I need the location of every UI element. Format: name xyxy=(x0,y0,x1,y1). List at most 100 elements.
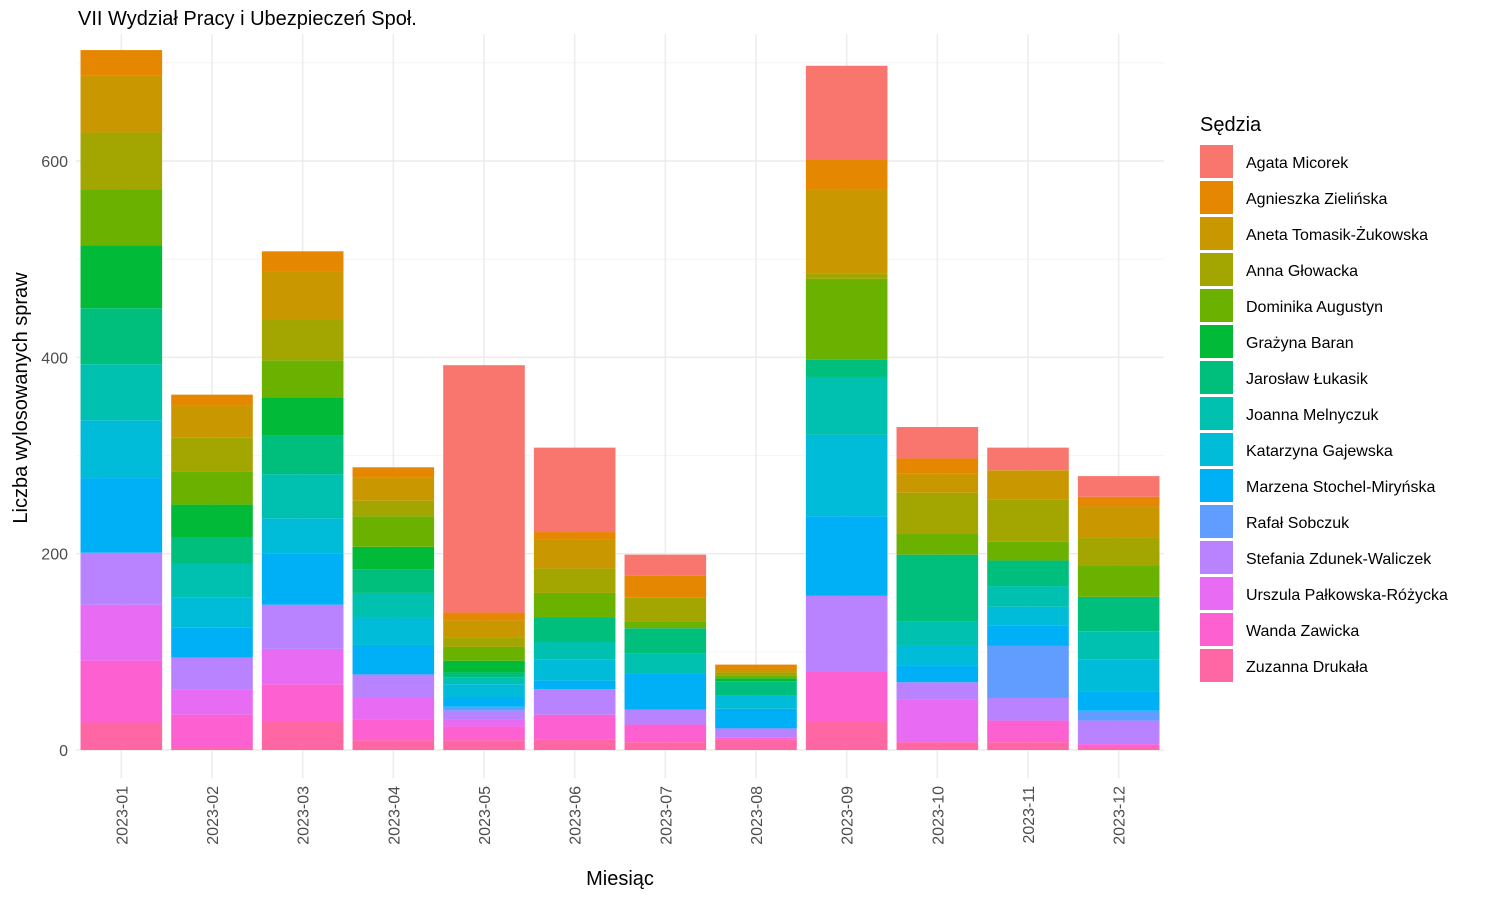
bar-segment xyxy=(80,308,163,365)
bar-segment xyxy=(171,597,253,628)
bar-segment xyxy=(171,748,253,750)
bar-segment xyxy=(715,672,797,676)
x-tick-label: 2023-04 xyxy=(386,786,403,845)
bar-segment xyxy=(896,699,979,743)
bar-segment xyxy=(171,714,253,749)
bar-segment xyxy=(987,742,1069,750)
x-tick-label: 2023-08 xyxy=(749,786,766,845)
bar-segment xyxy=(443,740,525,750)
bar-segment xyxy=(443,719,525,727)
bar-segment xyxy=(715,669,797,673)
bar-segment xyxy=(987,720,1069,743)
bars xyxy=(80,50,1160,750)
legend-label: Aneta Tomasik-Żukowska xyxy=(1246,225,1428,244)
bar-segment xyxy=(1077,659,1160,692)
bar-segment xyxy=(1077,506,1160,538)
bar-segment xyxy=(261,319,344,361)
bar-segment xyxy=(1077,537,1160,566)
x-tick-label: 2023-02 xyxy=(205,786,222,845)
bar-segment xyxy=(443,684,525,697)
legend-key xyxy=(1200,361,1233,394)
bar-segment xyxy=(171,504,253,537)
bar-segment xyxy=(352,617,435,645)
legend-label: Urszula Pałkowska-Różycka xyxy=(1246,587,1448,604)
bar-segment xyxy=(533,714,616,740)
bar-segment xyxy=(533,592,616,618)
y-axis-title: Liczba wylosowanych spraw xyxy=(10,272,32,524)
bar-segment xyxy=(352,546,435,570)
bar-segment xyxy=(896,458,979,474)
legend-label: Marzena Stochel-Miryńska xyxy=(1246,479,1436,496)
bar-segment xyxy=(1077,596,1160,632)
bar-segment xyxy=(896,492,979,535)
legend-key xyxy=(1200,505,1233,538)
bar-segment xyxy=(1077,476,1160,497)
bar-segment xyxy=(261,435,344,475)
bar-segment xyxy=(352,569,435,593)
bar-segment xyxy=(171,689,253,715)
bar-segment xyxy=(443,637,525,647)
bar-segment xyxy=(987,470,1069,500)
bar-segment xyxy=(352,516,435,547)
bar-segment xyxy=(624,575,707,598)
legend-key xyxy=(1200,649,1233,682)
bar-segment xyxy=(1077,744,1160,749)
bar-segment xyxy=(352,477,435,501)
bar-segment xyxy=(80,364,163,421)
bar-segment xyxy=(805,595,888,672)
bar-segment xyxy=(80,604,163,661)
bar-segment xyxy=(171,437,253,472)
bar-segment xyxy=(352,697,435,720)
legend-key xyxy=(1200,397,1233,430)
bar-segment xyxy=(715,675,797,679)
bar-segment xyxy=(261,553,344,605)
bar-segment xyxy=(987,541,1069,561)
bar-segment xyxy=(715,664,797,670)
legend-key xyxy=(1200,433,1233,466)
bar-segment xyxy=(715,681,797,696)
bar-segment xyxy=(352,644,435,675)
bar-segment xyxy=(987,645,1069,698)
legend-label: Katarzyna Gajewska xyxy=(1246,443,1393,460)
bar-segment xyxy=(80,75,163,133)
legend-label: Rafał Sobczuk xyxy=(1246,515,1350,532)
bar-segment xyxy=(533,568,616,593)
bar-segment xyxy=(715,728,797,738)
legend-label: Joanna Melnyczuk xyxy=(1246,407,1380,424)
legend-label: Zuzanna Drukała xyxy=(1246,659,1368,676)
legend-label: Anna Głowacka xyxy=(1246,263,1358,280)
bar-segment xyxy=(624,742,707,750)
bar-segment xyxy=(80,420,163,479)
bar-segment xyxy=(80,245,163,309)
bar-segment xyxy=(352,500,435,517)
bar-segment xyxy=(352,467,435,478)
x-tick-label: 2023-06 xyxy=(568,786,585,845)
bar-segment xyxy=(261,684,344,722)
bar-segment xyxy=(533,617,616,643)
bar-segment xyxy=(896,742,979,750)
bar-segment xyxy=(80,722,163,750)
bar-segment xyxy=(80,132,163,190)
bar-segment xyxy=(896,427,979,459)
bar-segment xyxy=(171,536,253,564)
bar-segment xyxy=(80,660,163,723)
bar-segment xyxy=(805,434,888,517)
y-tick-label: 400 xyxy=(41,350,68,367)
x-tick-label: 2023-10 xyxy=(930,786,947,845)
bar-segment xyxy=(171,394,253,406)
bar-segment xyxy=(805,278,888,360)
bar-segment xyxy=(1077,720,1160,745)
x-tick-label: 2023-07 xyxy=(658,786,675,845)
bar-segment xyxy=(533,447,616,533)
bar-segment xyxy=(624,621,707,629)
bar-segment xyxy=(805,516,888,596)
bar-segment xyxy=(1077,496,1160,507)
x-tick-label: 2023-05 xyxy=(477,786,494,845)
bar-segment xyxy=(805,359,888,377)
bar-segment xyxy=(352,740,435,750)
legend-label: Dominika Augustyn xyxy=(1246,299,1383,316)
bar-segment xyxy=(443,365,525,613)
x-axis-title: Miesiąc xyxy=(586,868,654,890)
bar-segment xyxy=(533,659,616,681)
legend-key xyxy=(1200,253,1233,286)
